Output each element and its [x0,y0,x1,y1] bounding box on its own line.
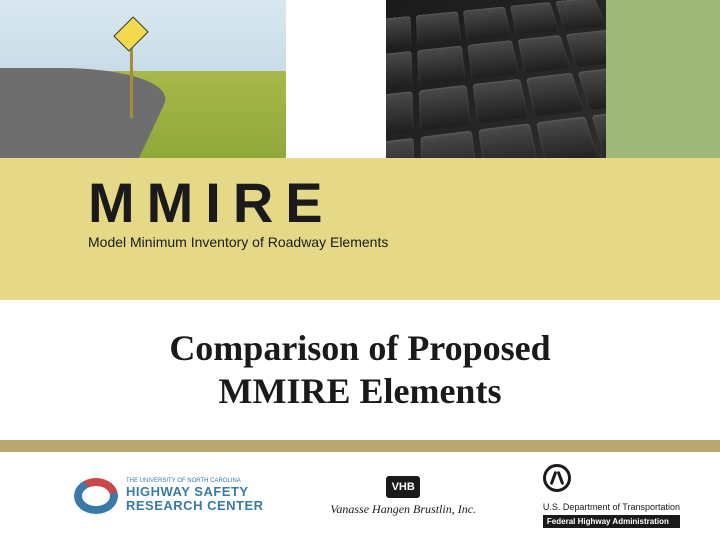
sponsor-fhwa: U.S. Department of Transportation Federa… [543,464,680,528]
fhwa-dept: U.S. Department of Transportation [543,502,680,512]
mmire-acronym: MMIRE [88,178,720,228]
sponsor-vhb: VHB Vanasse Hangen Brustlin, Inc. [330,476,476,517]
slide-title: Comparison of Proposed MMIRE Elements [169,327,550,413]
hsrc-line1: HIGHWAY SAFETY [126,485,264,499]
sponsor-hsrc: THE UNIVERSITY OF NORTH CAROLINA HIGHWAY… [74,478,264,514]
hsrc-line2: RESEARCH CENTER [126,499,264,513]
slide-title-line2: MMIRE Elements [219,371,502,411]
hero-image-keyboard [386,0,606,158]
dot-triskelion-icon [543,464,571,492]
logo-banner: MMIRE Model Minimum Inventory of Roadway… [0,158,720,300]
slide-title-line1: Comparison of Proposed [169,328,550,368]
vhb-box-icon: VHB [386,476,420,498]
hero-green-panel [606,0,720,158]
sponsor-footer: THE UNIVERSITY OF NORTH CAROLINA HIGHWAY… [0,452,720,540]
hsrc-text: THE UNIVERSITY OF NORTH CAROLINA HIGHWAY… [126,478,264,513]
hsrc-swoosh-icon [74,478,118,514]
hero-image-road [0,0,286,158]
slide-title-area: Comparison of Proposed MMIRE Elements [0,300,720,440]
mmire-full-name: Model Minimum Inventory of Roadway Eleme… [88,234,720,250]
hero-image-row [0,0,720,158]
fhwa-agency: Federal Highway Administration [543,515,680,529]
hero-gap [286,0,386,158]
horizontal-divider [0,440,720,452]
vhb-name: Vanasse Hangen Brustlin, Inc. [330,502,476,517]
fhwa-text: U.S. Department of Transportation Federa… [543,502,680,528]
